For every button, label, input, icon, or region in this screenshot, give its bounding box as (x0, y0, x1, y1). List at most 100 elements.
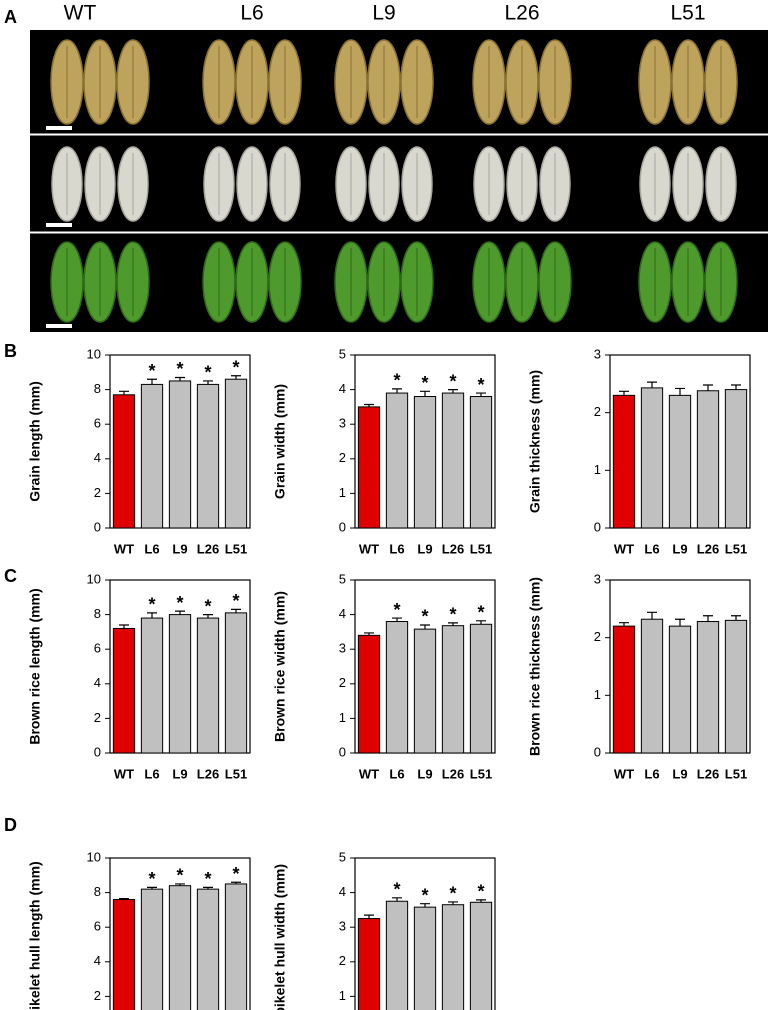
y-axis-label: Grain length (mm) (27, 381, 43, 502)
error-bar (231, 881, 241, 884)
bar (112, 394, 136, 529)
significance-mark: * (393, 371, 400, 391)
x-tick-label: L26 (697, 766, 719, 781)
y-tick-label: 5 (339, 849, 346, 864)
x-tick-label: L51 (225, 766, 247, 781)
y-tick-label: 0 (594, 744, 601, 759)
significance-mark: * (176, 866, 183, 886)
y-tick-label: 1 (339, 988, 346, 1003)
error-bar (647, 611, 657, 620)
significance-mark: * (421, 607, 428, 627)
y-tick-label: 2 (339, 953, 346, 968)
bar (357, 634, 381, 754)
bar (196, 888, 220, 1010)
x-tick-label: L6 (144, 766, 159, 781)
error-bar (476, 620, 486, 625)
y-tick-label: 6 (94, 641, 101, 656)
x-tick-label: L6 (144, 541, 159, 556)
x-tick-label: L51 (470, 766, 492, 781)
panel-label: D (4, 815, 17, 835)
x-tick-label: L26 (197, 766, 219, 781)
y-tick-label: 2 (94, 485, 101, 500)
x-tick-label: WT (114, 766, 134, 781)
significance-mark: * (232, 358, 239, 378)
x-tick-label: L9 (672, 541, 687, 556)
error-bar (619, 390, 629, 396)
error-bar (364, 632, 374, 636)
bar (469, 901, 493, 1010)
bar (612, 625, 636, 754)
x-tick-label: L6 (389, 766, 404, 781)
y-tick-label: 10 (87, 849, 101, 864)
y-tick-label: 0 (339, 519, 346, 534)
error-bar (203, 614, 213, 619)
bar (696, 621, 720, 754)
significance-mark: * (477, 882, 484, 902)
y-tick-label: 0 (594, 519, 601, 534)
x-tick-label: WT (614, 766, 634, 781)
bar (668, 394, 692, 529)
bar (612, 394, 636, 529)
error-bar (731, 384, 741, 390)
column-label: L51 (670, 2, 705, 25)
grain-photos (46, 39, 738, 328)
x-tick-label: L9 (417, 766, 432, 781)
x-tick-label: L9 (672, 766, 687, 781)
bar (413, 628, 437, 754)
y-tick-label: 6 (94, 416, 101, 431)
y-axis-label: Grain width (mm) (272, 384, 288, 499)
column-label: L6 (240, 2, 263, 25)
error-bar (175, 376, 185, 381)
error-bar (231, 608, 241, 613)
x-tick-label: L6 (644, 541, 659, 556)
y-tick-label: 2 (94, 710, 101, 725)
y-tick-label: 2 (594, 629, 601, 644)
y-axis-label: Brown rice thickness (mm) (527, 577, 543, 756)
error-bar (231, 375, 241, 380)
error-bar (147, 378, 157, 385)
column-label: L9 (372, 2, 395, 25)
error-bar (175, 883, 185, 886)
error-bar (147, 612, 157, 619)
plot-frame (354, 857, 496, 1010)
scale-bar (46, 223, 72, 227)
bar (413, 906, 437, 1010)
y-tick-label: 2 (94, 988, 101, 1003)
bar (640, 387, 664, 529)
error-bar (147, 886, 157, 890)
x-tick-label: L26 (197, 541, 219, 556)
y-tick-label: 10 (87, 571, 101, 586)
significance-mark: * (232, 864, 239, 884)
significance-mark: * (477, 375, 484, 395)
x-tick-label: L51 (725, 766, 747, 781)
scale-bar (46, 324, 72, 328)
bar (385, 392, 409, 529)
error-bar (203, 886, 213, 890)
panel-label: C (4, 566, 17, 586)
error-bar (476, 392, 486, 397)
y-tick-label: 0 (94, 744, 101, 759)
bar (224, 378, 248, 529)
x-tick-label: L9 (417, 541, 432, 556)
error-bar (476, 899, 486, 903)
significance-mark: * (477, 603, 484, 623)
error-bar (420, 390, 430, 397)
x-tick-label: WT (614, 541, 634, 556)
y-tick-label: 10 (87, 346, 101, 361)
x-tick-label: L51 (725, 541, 747, 556)
bar (168, 885, 192, 1010)
significance-mark: * (449, 371, 456, 391)
x-tick-label: L6 (389, 541, 404, 556)
y-tick-label: 4 (339, 381, 346, 396)
bar (441, 625, 465, 754)
column-label: L26 (504, 2, 539, 25)
bar (196, 383, 220, 529)
y-tick-label: 4 (94, 450, 101, 465)
plot-frame (109, 857, 251, 1010)
significance-mark: * (421, 373, 428, 393)
column-label: WT (64, 2, 97, 25)
y-tick-label: 0 (94, 519, 101, 534)
x-tick-label: L51 (225, 541, 247, 556)
bar (696, 390, 720, 529)
error-bar (364, 403, 374, 407)
